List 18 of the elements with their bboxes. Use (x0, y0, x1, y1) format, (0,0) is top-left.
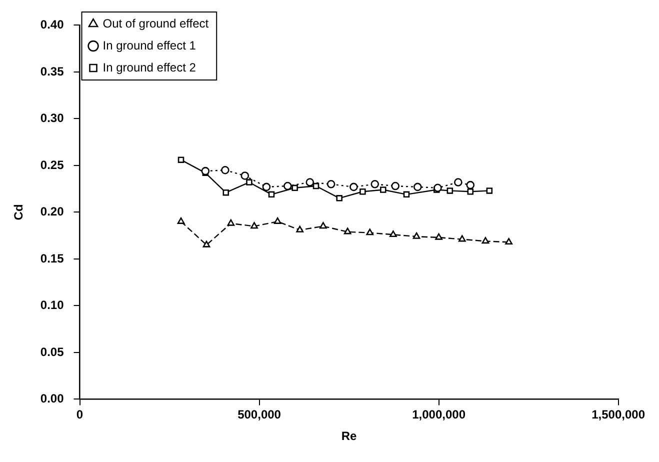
y-tick-label: 0.10 (40, 298, 64, 312)
y-tick-label: 0.25 (40, 158, 64, 172)
x-tick-label: 0 (76, 408, 84, 422)
y-axis-title: Cd (12, 204, 26, 220)
legend-label: In ground effect 1 (102, 38, 196, 52)
y-tick-label: 0.15 (40, 251, 64, 266)
x-tick-label: 1,500,000 (592, 408, 646, 422)
y-tick-label: 0.40 (40, 18, 64, 32)
x-tick-label: 500,000 (238, 408, 282, 422)
legend-label: Out of ground effect (102, 16, 210, 30)
y-tick-label: 0.00 (40, 392, 64, 406)
y-tick-label: 0.20 (40, 204, 64, 219)
x-tick-label: 1,000,000 (412, 408, 466, 422)
y-tick-label: 0.30 (40, 111, 64, 126)
y-tick-label: 0.35 (40, 64, 64, 78)
legend-label: In ground effect 2 (102, 60, 196, 74)
x-axis-title: Re (341, 429, 358, 444)
y-tick-label: 0.05 (40, 344, 64, 359)
